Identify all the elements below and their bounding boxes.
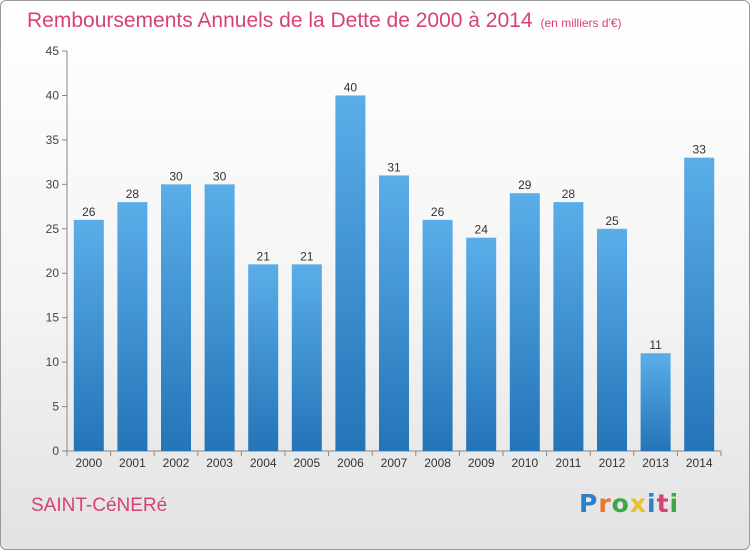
logo-letter: i [669,489,680,518]
bar-2003 [204,184,235,452]
chart-title: Remboursements Annuels de la Dette de 20… [27,9,622,33]
bar-value-label: 28 [126,187,140,201]
x-tick-label: 2000 [75,456,102,470]
bar-value-label: 21 [300,249,314,263]
x-tick-label: 2007 [381,456,408,470]
chart-bars: 26 28 30 30 21 21 40 31 26 24 29 28 25 11 33 [73,80,715,452]
bar-2007 [379,175,409,451]
y-tick-label: 25 [46,222,60,236]
bar-2013 [640,353,671,451]
bar-2004 [248,264,279,451]
logo-letter: x [629,489,647,518]
bar-value-label: 31 [387,160,401,174]
bar-2009 [466,237,497,451]
bar-2005 [291,264,322,451]
x-tick-label: 2013 [642,456,669,470]
bar-2001 [117,202,148,451]
bar-2006 [335,95,366,451]
x-tick-label: 2003 [206,456,233,470]
bar-value-label: 21 [257,249,271,263]
logo-letter: i [647,489,657,518]
y-tick-label: 15 [46,311,60,325]
y-tick-label: 10 [46,355,60,369]
y-tick-label: 30 [46,177,60,191]
x-tick-label: 2014 [686,456,713,470]
x-tick-label: 2001 [119,456,146,470]
bar-value-label: 30 [213,169,227,183]
bar-value-label: 28 [562,187,576,201]
logo-letter: t [656,489,670,518]
bar-value-label: 11 [649,338,662,352]
bar-value-label: 40 [344,80,358,94]
y-tick-label: 35 [46,133,60,147]
bar-2011 [553,202,584,451]
x-tick-label: 2011 [555,456,581,470]
chart-title-text: Remboursements Annuels de la Dette de 20… [27,9,533,32]
bar-2012 [597,228,627,451]
bar-value-label: 26 [431,205,445,219]
bar-value-label: 24 [475,223,489,237]
bar-2010 [509,193,540,451]
x-tick-label: 2010 [511,456,538,470]
y-tick-label: 0 [52,444,59,458]
bar-2008 [422,219,453,451]
x-tick-label: 2012 [599,456,626,470]
bar-value-label: 33 [693,143,707,157]
x-tick-label: 2008 [424,456,451,470]
bar-value-label: 29 [518,178,532,192]
bar-2000 [73,219,104,451]
bar-value-label: 25 [605,214,619,228]
logo-letter: P [579,489,599,518]
bar-2002 [161,184,191,452]
commune-name: SAINT-CéNERé [31,495,168,516]
x-tick-label: 2005 [293,456,320,470]
bar-2014 [684,157,715,451]
x-tick-label: 2002 [163,456,190,470]
logo-letter: r [598,489,612,518]
y-tick-label: 5 [52,400,59,414]
proxiti-logo: Proxiti [579,489,679,518]
x-tick-label: 2004 [250,456,277,470]
x-tick-label: 2006 [337,456,364,470]
chart-unit-label: (en milliers d'€) [540,16,622,30]
logo-letter: o [611,489,630,518]
bar-value-label: 30 [169,169,183,183]
y-tick-label: 45 [46,44,60,58]
y-tick-label: 40 [46,88,60,102]
x-tick-label: 2009 [468,456,495,470]
y-tick-label: 20 [46,266,60,280]
bar-value-label: 26 [82,205,96,219]
